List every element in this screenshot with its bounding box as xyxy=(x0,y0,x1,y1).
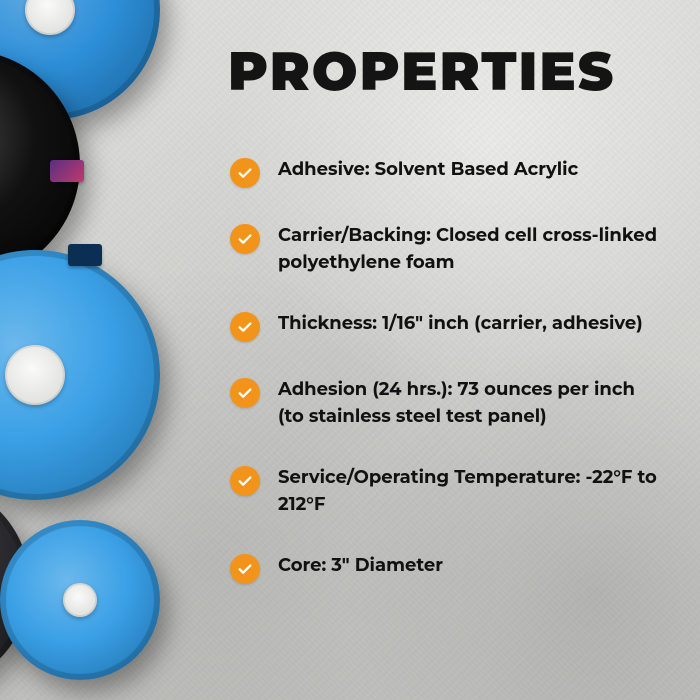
property-text: Thickness: 1/16" inch (carrier, adhesive… xyxy=(278,310,643,337)
tape-roll xyxy=(0,250,160,500)
property-text: Carrier/Backing: Closed cell cross-linke… xyxy=(278,222,664,276)
property-item: Adhesion (24 hrs.): 73 ounces per inch (… xyxy=(230,376,664,430)
property-text: Core: 3" Diameter xyxy=(278,552,443,579)
check-icon xyxy=(230,378,260,408)
check-icon xyxy=(230,158,260,188)
properties-list: Adhesive: Solvent Based Acrylic Carrier/B… xyxy=(230,156,664,584)
property-item: Thickness: 1/16" inch (carrier, adhesive… xyxy=(230,310,664,342)
property-text: Adhesive: Solvent Based Acrylic xyxy=(278,156,578,183)
property-text: Adhesion (24 hrs.): 73 ounces per inch (… xyxy=(278,376,664,430)
property-text: Service/Operating Temperature: -22°F to … xyxy=(278,464,664,518)
tape-roll xyxy=(0,520,160,680)
check-icon xyxy=(230,224,260,254)
property-item: Carrier/Backing: Closed cell cross-linke… xyxy=(230,222,664,276)
page-title: PROPERTIES xyxy=(228,44,680,99)
check-icon xyxy=(230,554,260,584)
property-item: Core: 3" Diameter xyxy=(230,552,664,584)
check-icon xyxy=(230,466,260,496)
property-item: Adhesive: Solvent Based Acrylic xyxy=(230,156,664,188)
property-item: Service/Operating Temperature: -22°F to … xyxy=(230,464,664,518)
check-icon xyxy=(230,312,260,342)
tape-rolls-graphic xyxy=(0,0,200,700)
